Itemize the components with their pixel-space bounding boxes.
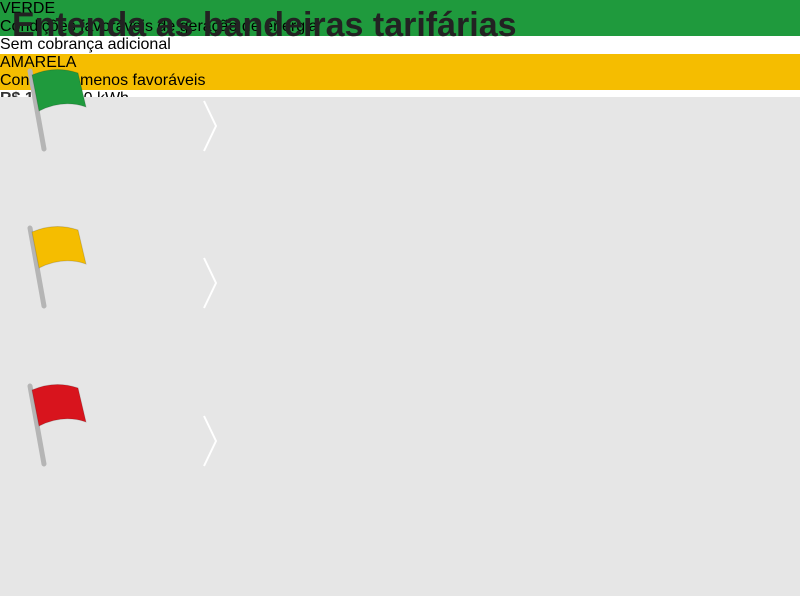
bullet-line: Sem cobrança adicional	[0, 36, 800, 54]
chevron	[203, 100, 218, 152]
chevron	[203, 257, 218, 309]
title: Entenda as bandeiras tarifárias	[12, 6, 517, 44]
flag-bar: VERDE Condições favoráveis de geração de …	[0, 0, 800, 36]
flag-cloth	[31, 69, 87, 112]
flag-pole	[27, 383, 47, 467]
flag-pole	[27, 68, 47, 152]
text: Sem cobrança adicional	[0, 36, 171, 53]
flag-cloth	[31, 226, 87, 269]
flag-cloth	[31, 384, 87, 427]
flag-bar: AMARELA Condições menos favoráveis	[0, 54, 800, 90]
panel	[0, 97, 800, 596]
flag-label: VERDE	[0, 0, 56, 17]
flag-pole	[27, 225, 47, 309]
flag-description: Condições favoráveis de geração de energ…	[0, 18, 318, 35]
flag-label: AMARELA	[0, 54, 77, 71]
chevron	[203, 415, 218, 467]
